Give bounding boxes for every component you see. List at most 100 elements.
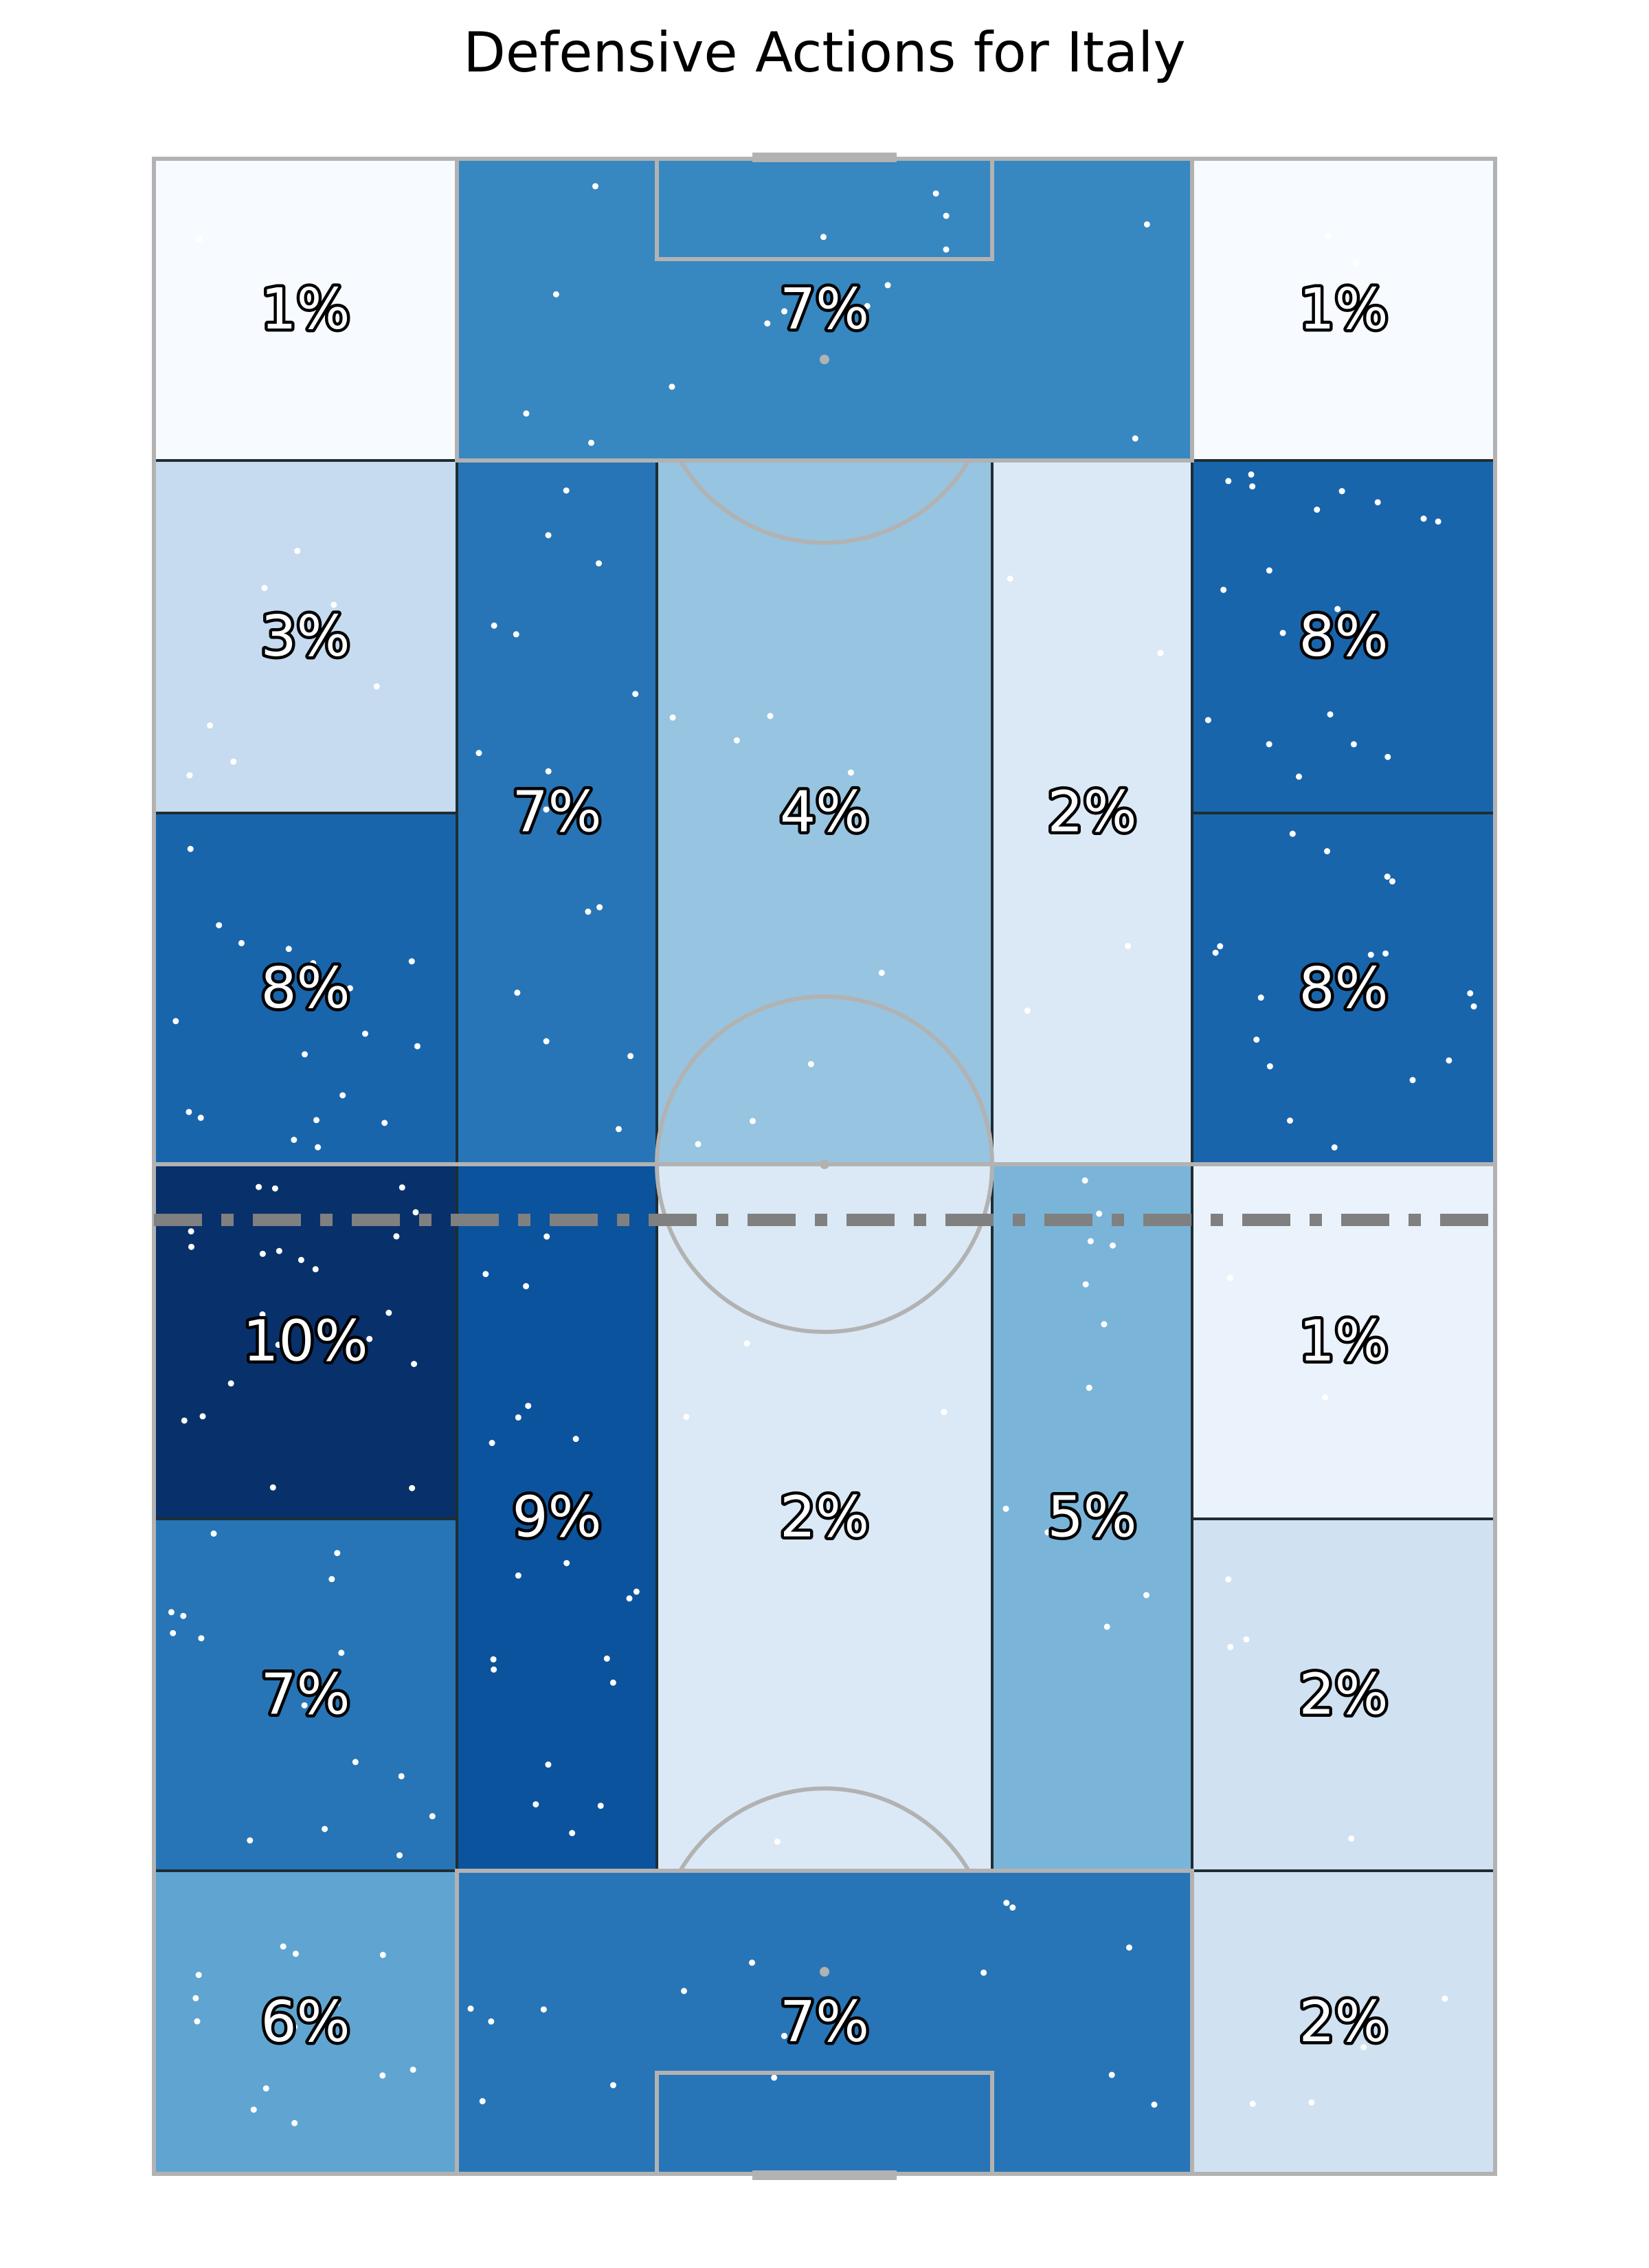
action-point [943,212,950,219]
action-point [488,2018,495,2025]
zone-labels-layer: 1% 7% 1% 3% 7% 4% 2% 8% 8% 8% 10% 9% 2% 5% 1% 7% 2% 6% 7% 2… [240,274,1391,2058]
action-point [515,1572,521,1579]
action-point [1409,1077,1416,1084]
action-point [410,2066,416,2073]
action-point [1353,260,1360,267]
pitch-lines [152,153,1497,2180]
action-point [980,1969,987,1976]
action-point [543,1038,550,1045]
zone-label-13: 5% [1047,1485,1136,1550]
action-point [1082,1281,1089,1288]
action-point [563,1559,570,1566]
action-point [1321,1394,1328,1401]
action-point [1327,711,1334,718]
action-point [669,383,675,390]
action-point [186,772,193,779]
action-point [878,969,885,976]
action-point [1435,518,1442,525]
action-point [1295,773,1302,780]
action-point [596,904,603,911]
action-point [398,1772,405,1779]
action-point [545,532,552,539]
action-point [1249,483,1256,490]
action-point [569,1830,576,1836]
action-point [1132,435,1138,442]
action-point [1360,2044,1367,2051]
action-point [475,750,482,757]
action-point [396,1852,403,1859]
action-point [1225,478,1232,485]
action-point [334,1550,341,1557]
action-point [543,806,550,813]
action-point [271,1185,278,1192]
action-point [338,1649,345,1656]
action-point [381,1120,388,1126]
action-point [393,1233,400,1240]
action-point [1374,499,1381,506]
action-point [1325,233,1332,240]
action-point [1442,1995,1448,2002]
zone-label-1: 7% [780,277,869,342]
zone-cell-19 [1191,1869,1496,2175]
zone-label-8: 8% [260,956,350,1021]
action-point [1143,1592,1149,1599]
action-point [385,1309,392,1316]
action-point [1243,1636,1250,1643]
action-point [1289,830,1296,837]
action-point [545,768,552,775]
action-point [269,1484,276,1491]
action-point [298,1256,304,1263]
action-point [514,989,521,996]
action-point [373,683,380,690]
action-point [408,958,415,965]
action-point [1227,1643,1234,1650]
action-point [515,1414,521,1421]
action-point [1096,1210,1103,1217]
action-point [1331,1144,1338,1151]
action-point [540,2006,547,2013]
action-point [532,1801,539,1808]
action-point [313,1117,320,1124]
action-point [1266,1063,1273,1070]
action-point [523,410,530,417]
action-point [300,323,306,330]
action-point [864,302,871,309]
action-point [563,487,570,494]
action-point [280,1943,287,1950]
center-spot [820,1159,829,1169]
action-point [310,960,317,967]
action-point [366,1335,373,1342]
action-point [186,1109,192,1115]
action-point [1002,1505,1009,1512]
action-point [749,1959,756,1966]
action-point [1338,488,1345,495]
action-point [301,1702,308,1709]
action-point [291,2023,298,2030]
action-point [1382,950,1389,957]
action-point [414,1043,420,1049]
action-point [339,1092,346,1099]
action-point [291,2120,298,2126]
action-point [199,1413,206,1420]
zone-cell-6 [991,459,1193,1166]
action-point [820,234,827,241]
action-point [315,1144,322,1150]
action-point [490,1656,497,1663]
action-point [1334,605,1341,612]
zone-cell-0 [153,157,458,462]
action-point [312,1266,319,1273]
action-point [250,2106,257,2113]
action-point [230,758,237,765]
action-point [543,1233,550,1240]
zone-label-19: 2% [1299,1990,1388,2055]
action-point [1110,1242,1117,1249]
action-point [1420,515,1427,522]
action-point [262,2085,269,2092]
action-point [609,2082,616,2089]
action-point [1151,2101,1158,2108]
action-point [683,1414,690,1421]
action-point [247,1837,254,1844]
action-point [1384,874,1391,880]
action-point [1003,1900,1010,1906]
action-point [292,1950,299,1957]
